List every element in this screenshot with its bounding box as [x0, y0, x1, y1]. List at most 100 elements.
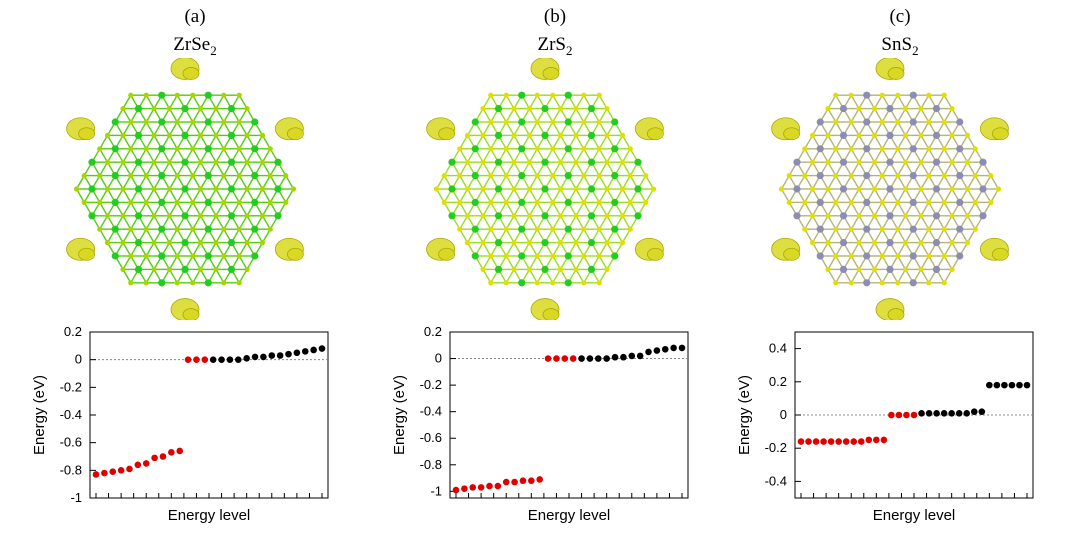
metal-atom: [541, 131, 549, 139]
metal-atom: [111, 252, 119, 260]
metal-atom: [839, 185, 848, 193]
chalcogen-atom: [619, 132, 626, 138]
metal-atom: [227, 185, 236, 193]
chalcogen-atom: [259, 159, 266, 165]
y-tick-label: -0.4: [765, 473, 787, 488]
chalcogen-atom: [120, 106, 126, 112]
metal-atom: [541, 105, 549, 113]
metal-atom: [518, 118, 526, 126]
isosurface-blob: [783, 247, 801, 261]
chalcogen-atom: [557, 106, 564, 112]
chalcogen-atom: [197, 240, 204, 246]
chalcogen-atom: [825, 240, 831, 246]
chalcogen-atom: [988, 173, 994, 179]
chalcogen-atom: [786, 173, 792, 179]
chalcogen-atom: [879, 253, 885, 259]
chalcogen-atom: [833, 146, 839, 152]
y-tick-label: -0.6: [60, 435, 82, 450]
red-point: [151, 454, 158, 462]
chalcogen-atom: [259, 240, 266, 246]
chalcogen-atom: [941, 119, 947, 125]
metal-atom: [839, 239, 848, 247]
panel-sns2: (c) SnS2 0.4 0.2 0 -0.2 -0.4 Energy level Ener…: [735, 0, 1065, 542]
metal-atom: [587, 105, 596, 113]
red-point: [835, 438, 842, 445]
chalcogen-atom: [236, 173, 242, 179]
chalcogen-atom: [848, 119, 854, 125]
chalcogen-atom: [120, 132, 126, 138]
metal-atom: [204, 252, 212, 260]
chalcogen-atom: [190, 119, 196, 125]
chalcogen-atom: [151, 106, 157, 112]
chalcogen-atom: [596, 119, 602, 125]
x-axis-title: Energy level: [873, 507, 956, 524]
chalcogen-atom: [503, 199, 509, 205]
chalcogen-atom: [604, 213, 610, 219]
red-point: [126, 465, 133, 473]
chalcogen-atom: [949, 132, 955, 138]
black-point: [285, 350, 292, 358]
metal-atom: [494, 105, 503, 113]
chalcogen-atom: [848, 146, 854, 152]
chalcogen-atom: [244, 186, 250, 192]
chalcogen-atom: [480, 240, 486, 246]
chalcogen-atom: [802, 226, 808, 232]
chalcogen-atom: [97, 199, 103, 205]
chalcogen-atom: [236, 146, 242, 152]
black-point: [594, 355, 602, 362]
chalcogen-atom: [120, 266, 126, 272]
black-point: [603, 355, 610, 362]
chalcogen-atom: [809, 240, 816, 246]
black-point: [1001, 381, 1008, 389]
isosurface-blob: [78, 247, 96, 261]
chalcogen-atom: [918, 186, 924, 192]
chalcogen-atom: [627, 199, 633, 205]
metal-atom: [134, 212, 143, 220]
chalcogen-atom: [166, 106, 173, 112]
metal-atom: [494, 239, 503, 247]
y-tick-label: -0.8: [60, 462, 82, 477]
chalcogen-atom: [871, 266, 878, 272]
chalcogen-atom: [128, 173, 134, 179]
metal-atom: [227, 212, 236, 220]
chalcogen-atom: [550, 253, 556, 259]
chalcogen-atom: [166, 240, 173, 246]
isosurface-blob: [887, 67, 905, 80]
metal-atom: [204, 145, 212, 153]
chalcogen-atom: [581, 173, 587, 179]
chalcogen-atom: [825, 266, 831, 272]
material-label: ZrS2: [390, 34, 720, 59]
metal-atom: [111, 198, 119, 206]
chalcogen-atom: [190, 253, 196, 259]
chalcogen-atom: [941, 173, 947, 179]
chalcogen-atom: [809, 132, 816, 138]
metal-atom: [471, 145, 479, 153]
metal-atom: [158, 225, 166, 233]
chalcogen-atom: [972, 173, 978, 179]
chalcogen-atom: [895, 253, 901, 259]
chalcogen-atom: [778, 186, 785, 192]
chalcogen-atom: [895, 280, 901, 286]
chalcogen-atom: [856, 159, 862, 165]
chalcogen-atom: [895, 199, 901, 205]
chalcogen-atom: [902, 132, 909, 138]
metal-atom: [564, 279, 572, 287]
chalcogen-atom: [267, 146, 273, 152]
chalcogen-atom: [104, 240, 111, 246]
isosurface-blob: [286, 247, 304, 261]
metal-atom: [471, 252, 479, 260]
chalcogen-atom: [488, 253, 494, 259]
chalcogen-atom: [596, 280, 602, 286]
metal-atom: [932, 212, 941, 220]
chalcogen-atom: [856, 240, 862, 246]
chalcogen-atom: [213, 159, 219, 165]
y-axis-title: Energy (eV): [391, 375, 408, 455]
metal-atom: [181, 105, 189, 113]
chalcogen-atom: [604, 186, 610, 192]
chalcogen-atom: [573, 159, 579, 165]
chalcogen-atom: [503, 173, 509, 179]
metal-atom: [587, 185, 596, 193]
chalcogen-atom: [190, 173, 196, 179]
metal-atom: [251, 225, 259, 233]
chalcogen-atom: [871, 159, 878, 165]
